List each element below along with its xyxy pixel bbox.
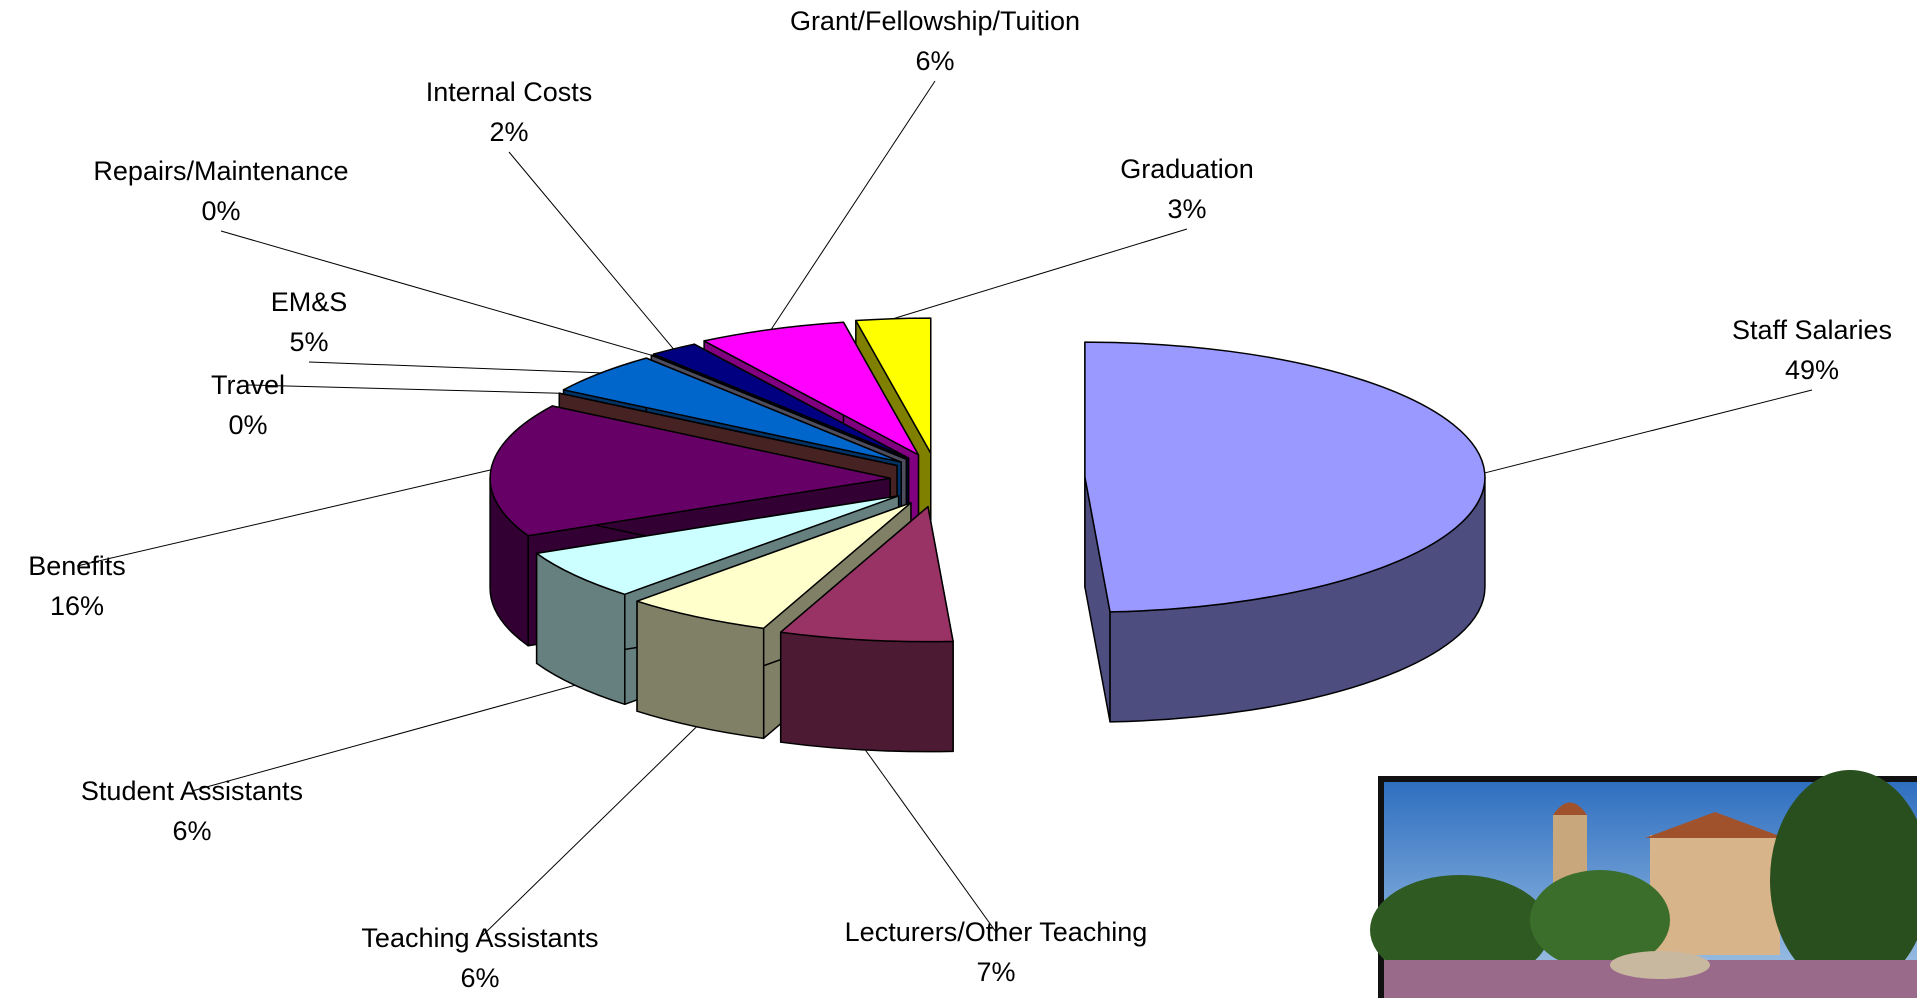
chart: Staff Salaries 49% Lecturers/Other Teachin…: [0, 0, 1917, 998]
category-label: Teaching Assistants: [361, 923, 598, 953]
leader-line: [480, 727, 697, 938]
pie: [490, 318, 1485, 752]
category-label: EM&S: [271, 287, 348, 317]
leader-line: [1485, 390, 1812, 473]
value-label: 49%: [1785, 355, 1839, 385]
category-label: Internal Costs: [426, 77, 593, 107]
value-label: 5%: [289, 327, 328, 357]
leader-line: [248, 385, 559, 393]
category-label: Grant/Fellowship/Tuition: [790, 6, 1080, 36]
leader-line: [865, 750, 996, 932]
leader-line: [771, 81, 935, 329]
value-label: 6%: [915, 46, 954, 76]
category-label: Graduation: [1120, 154, 1254, 184]
value-label: 0%: [228, 410, 267, 440]
leader-line: [192, 685, 575, 791]
category-label: Benefits: [28, 551, 126, 581]
leader-line: [309, 362, 601, 373]
category-label: Lecturers/Other Teaching: [845, 917, 1148, 947]
value-label: 6%: [460, 963, 499, 993]
leader-line: [509, 152, 673, 349]
category-label: Repairs/Maintenance: [93, 156, 348, 186]
value-label: 7%: [976, 957, 1015, 987]
category-label: Travel: [211, 370, 285, 400]
value-label: 0%: [201, 196, 240, 226]
slice-side: [781, 632, 953, 751]
leader-line: [77, 470, 491, 566]
value-label: 2%: [489, 117, 528, 147]
category-label: Student Assistants: [81, 776, 303, 806]
category-label: Staff Salaries: [1732, 315, 1892, 345]
photo: [1370, 770, 1917, 998]
value-label: 3%: [1167, 194, 1206, 224]
leader-line: [893, 229, 1187, 319]
value-label: 6%: [172, 816, 211, 846]
value-label: 16%: [50, 591, 104, 621]
